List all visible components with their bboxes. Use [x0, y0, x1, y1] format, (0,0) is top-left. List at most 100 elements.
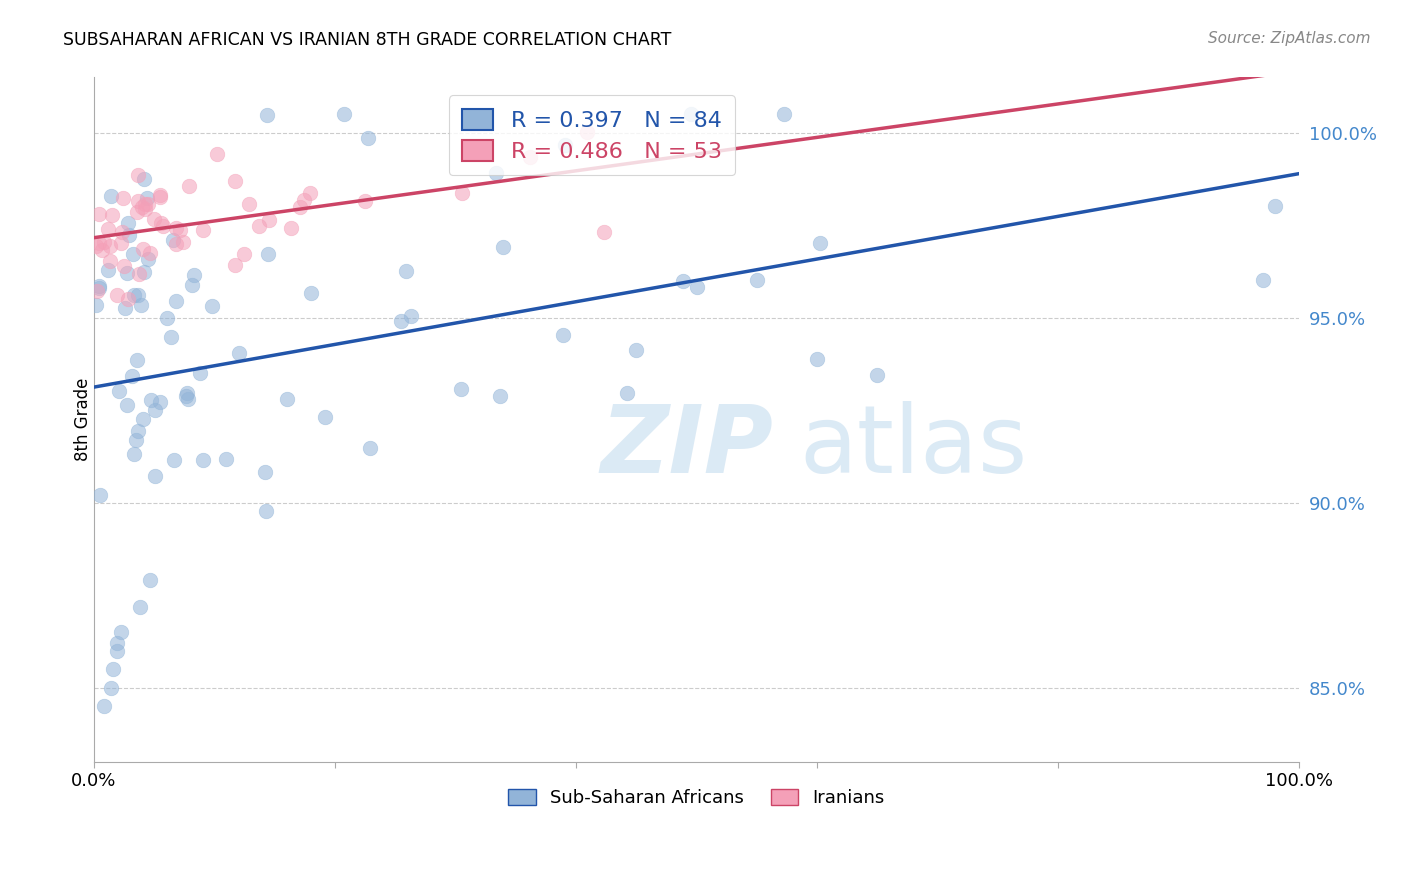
Point: [98, 253, 121, 268]
Point: [98, 239, 121, 253]
Point: [866, 368, 889, 382]
Point: [256, 108, 278, 122]
Point: [132, 411, 155, 425]
Point: [232, 247, 254, 261]
Point: [292, 194, 315, 208]
Point: [117, 292, 139, 306]
Point: [97, 263, 120, 277]
Point: [172, 235, 194, 249]
Y-axis label: 8th Grade: 8th Grade: [75, 378, 91, 461]
Point: [224, 258, 246, 272]
Point: [492, 240, 515, 254]
Point: [138, 246, 160, 260]
Point: [100, 208, 122, 222]
Point: [165, 220, 187, 235]
Point: [485, 166, 508, 180]
Point: [134, 196, 156, 211]
Point: [592, 225, 614, 239]
Point: [115, 266, 138, 280]
Point: [149, 189, 172, 203]
Point: [93, 699, 115, 714]
Point: [84, 239, 107, 253]
Point: [672, 274, 695, 288]
Point: [188, 366, 211, 380]
Point: [111, 225, 134, 239]
Text: SUBSAHARAN AFRICAN VS IRANIAN 8TH GRADE CORRELATION CHART: SUBSAHARAN AFRICAN VS IRANIAN 8TH GRADE …: [63, 31, 672, 49]
Point: [298, 186, 321, 201]
Point: [127, 352, 149, 367]
Point: [112, 260, 135, 274]
Point: [254, 465, 277, 479]
Point: [162, 233, 184, 247]
Point: [149, 188, 172, 202]
Point: [228, 346, 250, 360]
Point: [207, 147, 229, 161]
Point: [519, 149, 541, 163]
Point: [111, 191, 134, 205]
Point: [105, 288, 128, 302]
Point: [105, 644, 128, 658]
Point: [101, 662, 124, 676]
Point: [201, 299, 224, 313]
Point: [1251, 273, 1274, 287]
Point: [773, 107, 796, 121]
Point: [132, 172, 155, 186]
Point: [745, 273, 768, 287]
Point: [84, 298, 107, 312]
Point: [808, 235, 831, 250]
Point: [357, 131, 380, 145]
Text: atlas: atlas: [799, 401, 1028, 493]
Point: [145, 468, 167, 483]
Point: [163, 453, 186, 467]
Point: [395, 264, 418, 278]
Point: [100, 188, 122, 202]
Point: [224, 174, 246, 188]
Point: [399, 309, 422, 323]
Point: [131, 200, 153, 214]
Point: [553, 328, 575, 343]
Point: [129, 298, 152, 312]
Point: [132, 243, 155, 257]
Point: [86, 284, 108, 298]
Point: [117, 398, 139, 412]
Point: [299, 285, 322, 300]
Point: [183, 268, 205, 282]
Point: [256, 247, 278, 261]
Point: [89, 278, 111, 293]
Point: [87, 235, 110, 250]
Point: [93, 235, 115, 249]
Point: [89, 488, 111, 502]
Point: [179, 179, 201, 194]
Point: [280, 220, 302, 235]
Point: [141, 392, 163, 407]
Point: [122, 287, 145, 301]
Point: [139, 573, 162, 587]
Point: [176, 386, 198, 401]
Point: [107, 384, 129, 398]
Point: [451, 186, 474, 201]
Point: [247, 219, 270, 234]
Point: [97, 222, 120, 236]
Point: [121, 247, 143, 261]
Point: [121, 369, 143, 384]
Point: [128, 599, 150, 614]
Point: [110, 236, 132, 251]
Point: [238, 196, 260, 211]
Point: [143, 403, 166, 417]
Point: [450, 382, 472, 396]
Point: [136, 191, 159, 205]
Point: [124, 434, 146, 448]
Point: [176, 392, 198, 406]
Point: [276, 392, 298, 407]
Point: [165, 237, 187, 252]
Legend: Sub-Saharan Africans, Iranians: Sub-Saharan Africans, Iranians: [501, 781, 891, 814]
Point: [122, 447, 145, 461]
Point: [136, 197, 159, 211]
Point: [354, 194, 377, 208]
Point: [193, 453, 215, 467]
Point: [117, 228, 139, 243]
Point: [180, 277, 202, 292]
Point: [127, 424, 149, 438]
Point: [359, 441, 381, 455]
Point: [105, 636, 128, 650]
